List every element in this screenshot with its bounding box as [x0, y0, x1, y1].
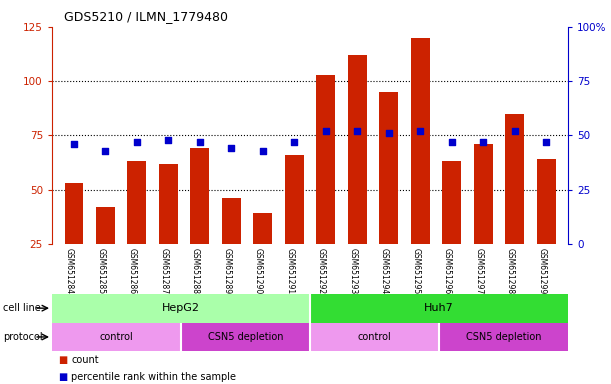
Text: CSN5 depletion: CSN5 depletion	[208, 332, 284, 342]
Bar	[348, 55, 367, 298]
Text: GDS5210 / ILMN_1779480: GDS5210 / ILMN_1779480	[64, 10, 228, 23]
Text: GSM651286: GSM651286	[128, 248, 137, 294]
Text: Huh7: Huh7	[424, 303, 454, 313]
Bar	[536, 159, 555, 298]
Point	[101, 147, 111, 154]
Point	[164, 137, 174, 143]
Bar	[191, 148, 210, 298]
Point	[510, 128, 519, 134]
Text: ■: ■	[58, 355, 67, 365]
Bar	[411, 38, 430, 298]
Text: HepG2: HepG2	[162, 303, 200, 313]
Text: percentile rank within the sample: percentile rank within the sample	[71, 372, 236, 382]
Text: GSM651290: GSM651290	[254, 248, 263, 294]
Bar	[310, 323, 439, 351]
Text: GSM651287: GSM651287	[159, 248, 169, 294]
Text: GSM651294: GSM651294	[380, 248, 389, 294]
Text: GSM651292: GSM651292	[317, 248, 326, 294]
Text: GSM651299: GSM651299	[537, 248, 546, 294]
Text: GSM651296: GSM651296	[443, 248, 452, 294]
Bar	[310, 294, 568, 323]
Point	[132, 139, 142, 145]
Text: GSM651295: GSM651295	[411, 248, 420, 294]
Point	[353, 128, 362, 134]
Bar	[222, 198, 241, 298]
Bar	[254, 214, 273, 298]
Text: count: count	[71, 355, 99, 365]
Bar	[439, 323, 568, 351]
Text: ■: ■	[58, 372, 67, 382]
Point	[227, 145, 236, 151]
Bar	[316, 74, 335, 298]
Point	[290, 139, 299, 145]
Text: CSN5 depletion: CSN5 depletion	[466, 332, 541, 342]
Point	[415, 128, 425, 134]
Bar	[52, 323, 181, 351]
Text: GSM651285: GSM651285	[97, 248, 106, 294]
Bar	[379, 92, 398, 298]
Text: GSM651293: GSM651293	[348, 248, 357, 294]
Point	[478, 139, 488, 145]
Text: GSM651297: GSM651297	[474, 248, 483, 294]
Text: GSM651284: GSM651284	[65, 248, 74, 294]
Text: cell line: cell line	[3, 303, 41, 313]
Point	[384, 130, 393, 136]
Point	[69, 141, 79, 147]
Point	[447, 139, 456, 145]
Point	[195, 139, 205, 145]
Text: GSM651289: GSM651289	[222, 248, 232, 294]
Text: control: control	[100, 332, 133, 342]
Bar	[65, 183, 84, 298]
Bar	[505, 114, 524, 298]
Point	[541, 139, 551, 145]
Text: GSM651298: GSM651298	[506, 248, 514, 294]
Text: protocol: protocol	[3, 332, 43, 342]
Text: GSM651288: GSM651288	[191, 248, 200, 294]
Bar	[159, 164, 178, 298]
Point	[321, 128, 331, 134]
Bar	[181, 323, 310, 351]
Bar	[128, 161, 147, 298]
Text: GSM651291: GSM651291	[285, 248, 295, 294]
Bar	[442, 161, 461, 298]
Bar	[96, 207, 115, 298]
Bar	[474, 144, 492, 298]
Text: control: control	[358, 332, 392, 342]
Bar	[285, 155, 304, 298]
Point	[258, 147, 268, 154]
Bar	[52, 294, 310, 323]
